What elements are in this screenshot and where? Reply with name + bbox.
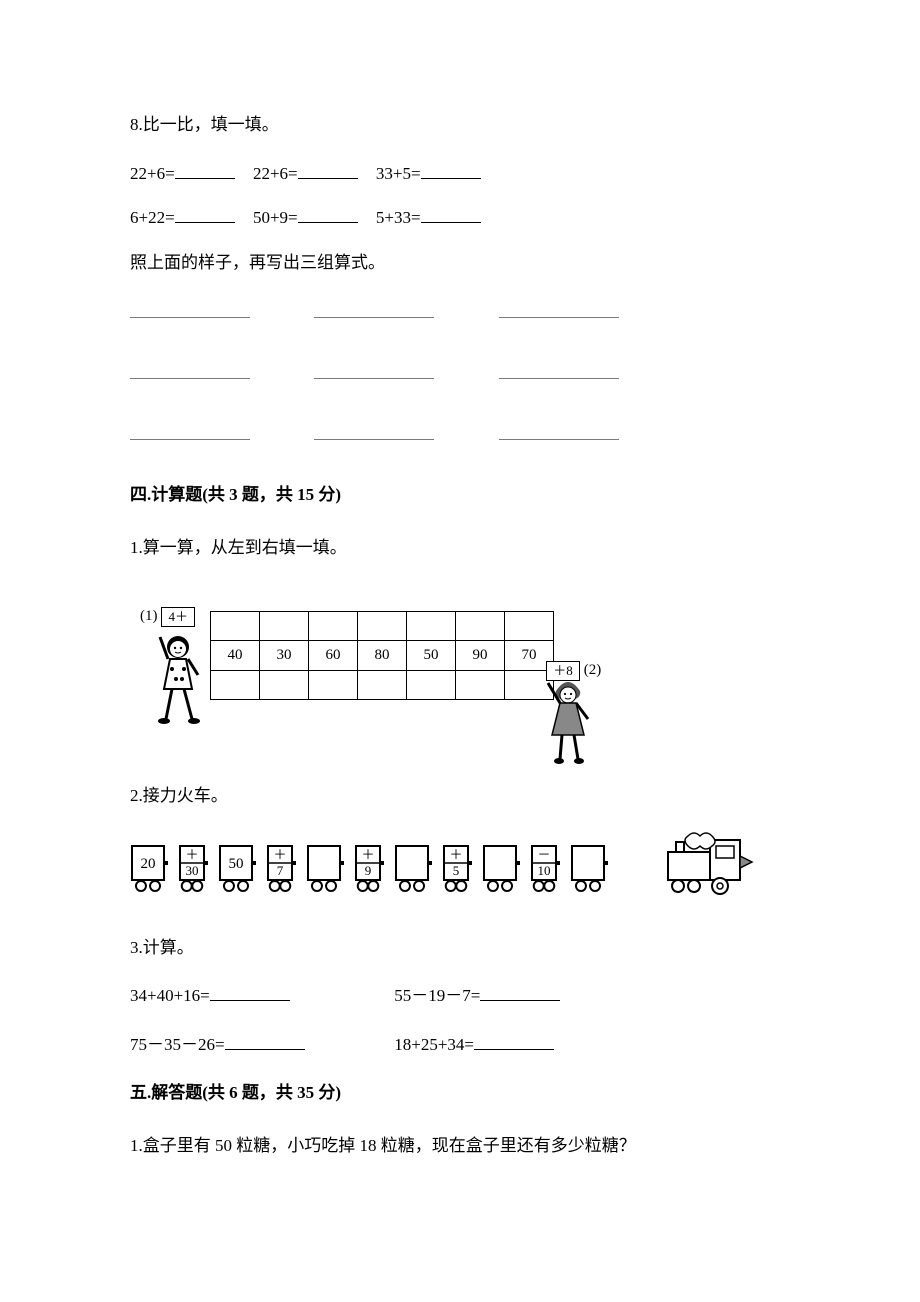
blank[interactable] — [225, 1035, 305, 1050]
svg-text:50: 50 — [229, 856, 244, 872]
cell-blank[interactable] — [211, 612, 260, 641]
q8-title: 8.比一比，填一填。 — [130, 110, 790, 141]
calc-b: 55－19－7= — [394, 986, 480, 1005]
cell-blank[interactable] — [456, 612, 505, 641]
s4-q2-title: 2.接力火车。 — [130, 781, 790, 812]
q8-r2-e3: 5+33= — [376, 208, 421, 227]
cell: 60 — [309, 641, 358, 671]
blank[interactable] — [210, 986, 290, 1001]
q8-row2: 6+22= 50+9= 5+33= — [130, 203, 790, 234]
blank[interactable] — [130, 303, 250, 318]
calc-a: 75－35－26= — [130, 1035, 225, 1054]
q8-r1-e2: 22+6= — [253, 164, 298, 183]
q8-r1-e1: 22+6= — [130, 164, 175, 183]
blank[interactable] — [499, 425, 619, 440]
blank[interactable] — [421, 164, 481, 179]
table-row — [211, 671, 554, 700]
right-label: (2) — [584, 662, 602, 678]
cell: 90 — [456, 641, 505, 671]
s4-q3-title: 3.计算。 — [130, 933, 790, 964]
cell-blank[interactable] — [211, 671, 260, 700]
girl-left-icon — [148, 629, 208, 729]
calc-table: 40 30 60 80 50 90 70 — [210, 611, 554, 700]
svg-text:＋: ＋ — [273, 847, 286, 862]
blank[interactable] — [499, 303, 619, 318]
train-figure: 20＋3050＋7＋9＋5－10 — [130, 830, 790, 911]
blank[interactable] — [480, 986, 560, 1001]
cell-blank[interactable] — [456, 671, 505, 700]
svg-text:20: 20 — [141, 856, 156, 872]
train-icon: 20＋3050＋7＋9＋5－10 — [130, 830, 770, 900]
calc-b: 18+25+34= — [394, 1035, 474, 1054]
blank[interactable] — [474, 1035, 554, 1050]
cell: 50 — [407, 641, 456, 671]
blank[interactable] — [130, 425, 250, 440]
q8-r1-e3: 33+5= — [376, 164, 421, 183]
svg-text:10: 10 — [538, 863, 551, 878]
cell-blank[interactable] — [260, 671, 309, 700]
blank[interactable] — [130, 364, 250, 379]
cell-blank[interactable] — [358, 671, 407, 700]
blank[interactable] — [175, 208, 235, 223]
cell-blank[interactable] — [358, 612, 407, 641]
worksheet-page: 8.比一比，填一填。 22+6= 22+6= 33+5= 6+22= 50+9=… — [0, 0, 920, 1302]
q8-row1: 22+6= 22+6= 33+5= — [130, 159, 790, 190]
cell-blank[interactable] — [309, 612, 358, 641]
blank[interactable] — [298, 208, 358, 223]
svg-text:30: 30 — [186, 863, 199, 878]
calc-a: 34+40+16= — [130, 986, 210, 1005]
blank[interactable] — [499, 364, 619, 379]
svg-text:－: － — [537, 847, 550, 862]
q8-followup: 照上面的样子，再写出三组算式。 — [130, 248, 790, 279]
blank[interactable] — [421, 208, 481, 223]
blank[interactable] — [298, 164, 358, 179]
cell-blank[interactable] — [407, 671, 456, 700]
cell: 80 — [358, 641, 407, 671]
cell-blank[interactable] — [309, 671, 358, 700]
blank[interactable] — [314, 364, 434, 379]
s4-q3-row1: 34+40+16= 55－19－7= — [130, 981, 790, 1012]
svg-text:＋: ＋ — [361, 847, 374, 862]
cell-blank[interactable] — [505, 612, 554, 641]
section4-heading: 四.计算题(共 3 题，共 15 分) — [130, 480, 790, 511]
s4-q3-row2: 75－35－26= 18+25+34= — [130, 1030, 790, 1061]
blank[interactable] — [314, 303, 434, 318]
blank[interactable] — [314, 425, 434, 440]
cell-blank[interactable] — [260, 612, 309, 641]
section5-heading: 五.解答题(共 6 题，共 35 分) — [130, 1078, 790, 1109]
q8-write-blanks — [130, 298, 790, 450]
svg-text:＋: ＋ — [185, 847, 198, 862]
cell-blank[interactable] — [407, 612, 456, 641]
girl-right-icon — [538, 677, 598, 767]
s4-q1-figure: (1) 4＋ — [130, 581, 790, 771]
q8-r2-e2: 50+9= — [253, 208, 298, 227]
svg-text:＋: ＋ — [449, 847, 462, 862]
left-label: (1) — [140, 608, 158, 624]
blank[interactable] — [175, 164, 235, 179]
cell: 40 — [211, 641, 260, 671]
s4-q1-title: 1.算一算，从左到右填一填。 — [130, 533, 790, 564]
svg-text:9: 9 — [365, 863, 372, 878]
cell: 30 — [260, 641, 309, 671]
svg-text:7: 7 — [277, 863, 284, 878]
table-row — [211, 612, 554, 641]
left-tag: (1) 4＋ — [140, 603, 195, 630]
table-row: 40 30 60 80 50 90 70 — [211, 641, 554, 671]
svg-text:5: 5 — [453, 863, 460, 878]
left-op-box: 4＋ — [161, 607, 195, 627]
q8-r2-e1: 6+22= — [130, 208, 175, 227]
s5-q1: 1.盒子里有 50 粒糖，小巧吃掉 18 粒糖，现在盒子里还有多少粒糖？ — [130, 1131, 790, 1162]
